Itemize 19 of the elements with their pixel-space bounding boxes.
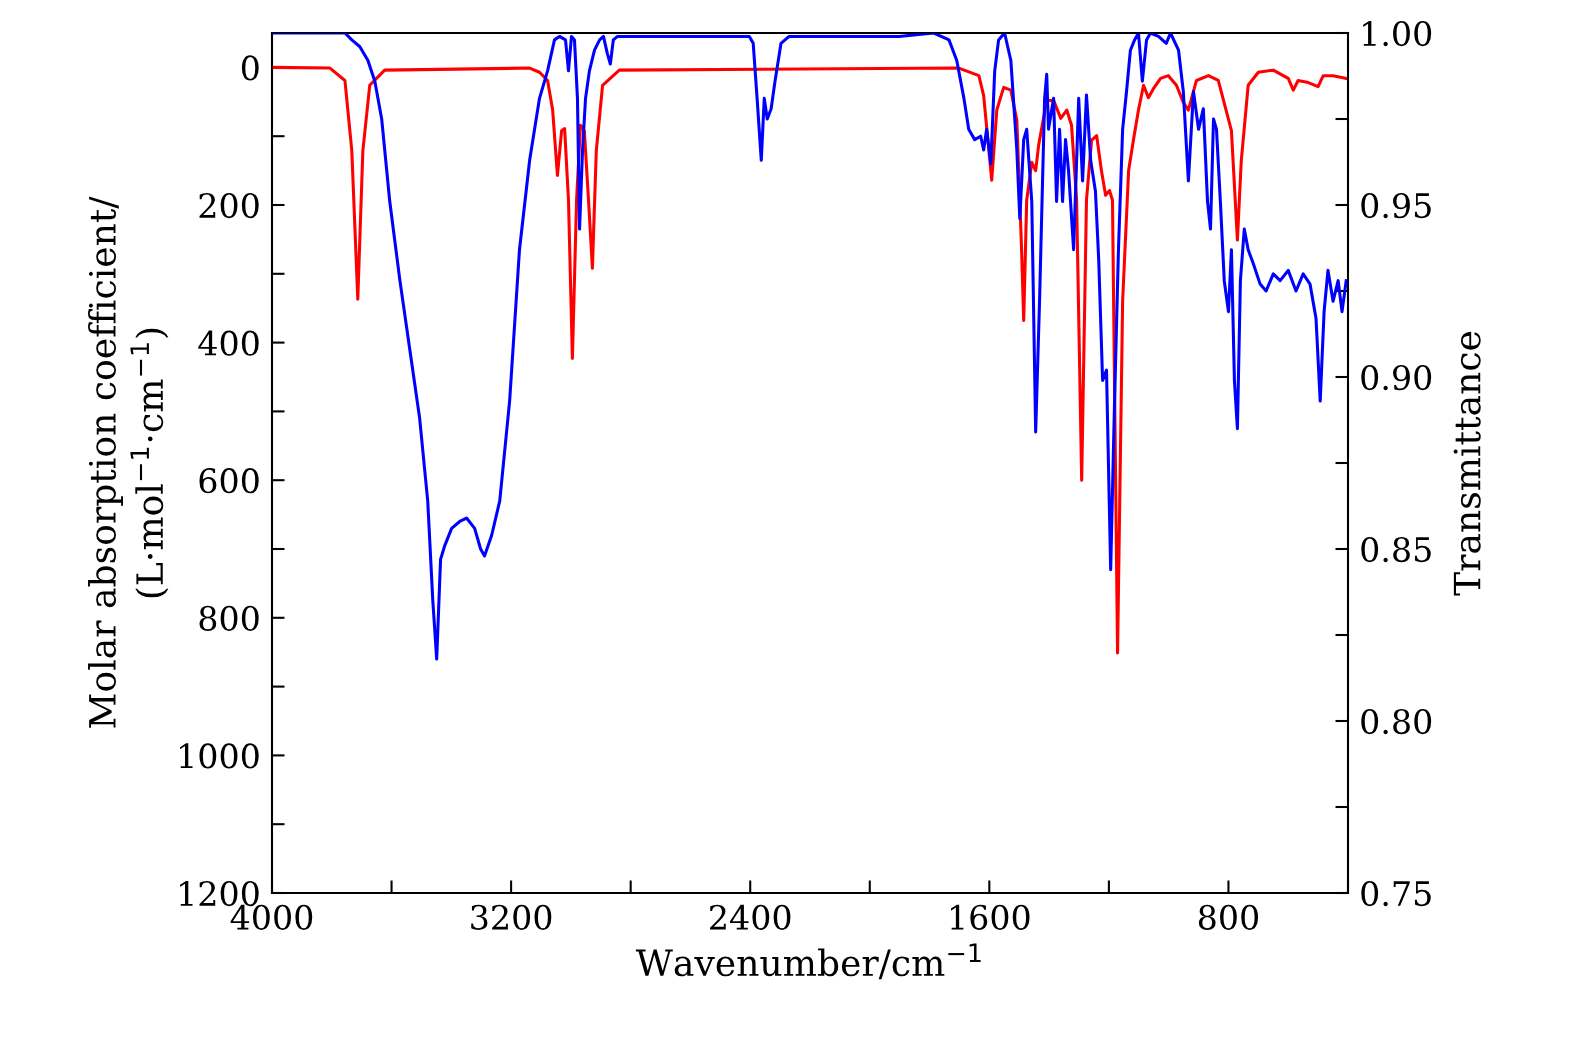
y2-tick-label: 0.80 — [1361, 708, 1432, 735]
x-tick-label: 2400 — [710, 904, 791, 930]
x-tick-label: 1600 — [950, 904, 1030, 930]
y-tick-label: 800 — [199, 605, 259, 631]
y2-tick-label: 0.90 — [1361, 364, 1432, 391]
y2-tick-label: 0.85 — [1361, 536, 1431, 563]
y-tick-label: 1000 — [180, 743, 259, 769]
y2-tick-label: 1.00 — [1363, 20, 1432, 47]
x-tick-label: 3200 — [471, 904, 552, 930]
y-axis-title: Molar absorption coefficient/ (L·mol$^{−1}$·cm$^{−1}$) — [88, 196, 169, 728]
y-tick-label: 400 — [198, 330, 259, 356]
y2-tick-label: 0.95 — [1361, 192, 1431, 219]
y-tick-label: 600 — [199, 468, 259, 494]
y2-axis-title: Transmittance — [1453, 331, 1481, 596]
y2-tick-label: 0.75 — [1361, 880, 1431, 907]
y-tick-label: 0 — [241, 55, 259, 81]
x-tick-label: 800 — [1198, 904, 1259, 930]
y-tick-label: 200 — [199, 192, 259, 219]
x-axis-title: Wavenumber/cm$^{−1}$ — [635, 943, 981, 980]
